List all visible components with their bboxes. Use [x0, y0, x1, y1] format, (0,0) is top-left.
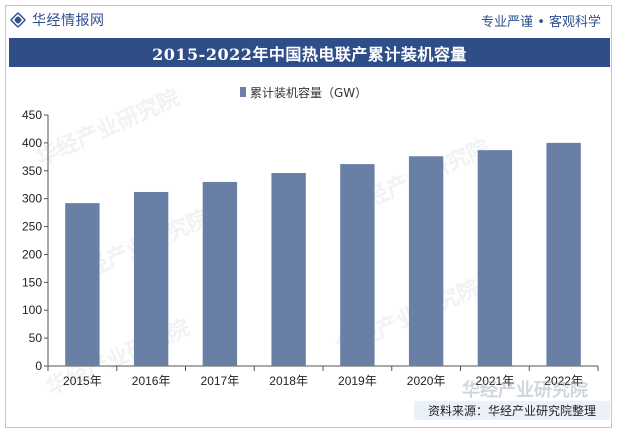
- y-tick-label: 200: [22, 247, 42, 261]
- source-text: 资料来源：华经产业研究院整理: [427, 404, 596, 418]
- x-tick-label: 2016年: [132, 374, 171, 388]
- corner-watermark: 华经产业研究院: [462, 380, 588, 401]
- y-tick-label: 300: [22, 192, 42, 206]
- bar-2015年: [65, 203, 100, 366]
- y-tick-label: 400: [22, 136, 42, 150]
- legend-label: 累计装机容量（GW）: [250, 85, 367, 100]
- y-tick-label: 250: [22, 220, 42, 234]
- brand-name: 华经情报网: [32, 13, 105, 29]
- bar-2018年: [271, 173, 306, 366]
- y-tick-label: 350: [22, 164, 42, 178]
- legend-swatch: [240, 87, 246, 97]
- x-tick-label: 2021年: [476, 374, 515, 388]
- source-bar: 资料来源：华经产业研究院整理: [414, 401, 610, 420]
- slogan: 专业严谨 • 客观科学: [481, 14, 601, 30]
- bar-2017年: [202, 181, 238, 366]
- y-tick-label: 450: [22, 108, 42, 122]
- x-tick-label: 2020年: [407, 374, 446, 388]
- header-bar: 华经情报网 专业严谨 • 客观科学: [6, 6, 611, 34]
- brand[interactable]: 华经情报网: [10, 10, 105, 30]
- bar-2022年: [546, 142, 581, 366]
- bar-2021年: [477, 150, 513, 366]
- x-tick-label: 2019年: [338, 374, 377, 388]
- x-tick-label: 2017年: [201, 374, 240, 388]
- x-tick-label: 2015年: [63, 374, 102, 388]
- title-bar: 2015-2022年中国热电联产累计装机容量: [9, 38, 610, 67]
- y-tick-label: 150: [22, 275, 42, 289]
- chart-title: 2015-2022年中国热电联产累计装机容量: [152, 44, 467, 64]
- bar-2016年: [133, 191, 169, 366]
- bar-2019年: [340, 164, 375, 366]
- y-tick-label: 50: [29, 331, 43, 345]
- x-tick-label: 2018年: [269, 374, 308, 388]
- y-tick-label: 0: [35, 359, 42, 373]
- x-tick-label: 2022年: [544, 374, 583, 388]
- y-tick-label: 100: [22, 303, 42, 317]
- bar-2020年: [408, 156, 444, 366]
